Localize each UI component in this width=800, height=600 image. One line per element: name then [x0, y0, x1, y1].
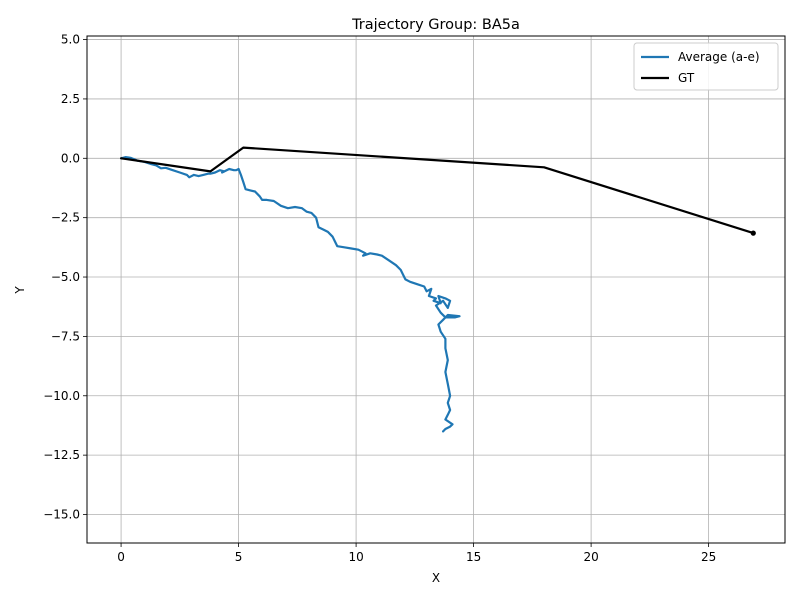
legend-label-average: Average (a-e) — [678, 50, 760, 64]
plot-frame — [86, 35, 786, 544]
y-tick-label: 5.0 — [61, 33, 80, 47]
legend-label-gt: GT — [678, 71, 695, 85]
x-axis-ticks: 0 5 10 15 20 25 — [117, 543, 716, 564]
y-tick-label: −5.0 — [51, 270, 80, 284]
x-tick-label: 25 — [701, 550, 716, 564]
x-tick-label: 20 — [583, 550, 598, 564]
y-axis-title: Y — [13, 286, 27, 295]
y-tick-label: −15.0 — [43, 508, 80, 522]
y-tick-label: −2.5 — [51, 211, 80, 225]
x-axis-title: X — [432, 571, 440, 585]
y-tick-label: −12.5 — [43, 448, 80, 462]
y-tick-label: 2.5 — [61, 92, 80, 106]
y-tick-label: −7.5 — [51, 329, 80, 343]
x-tick-label: 10 — [348, 550, 363, 564]
gt-end-marker — [750, 230, 756, 236]
chart-title: Trajectory Group: BA5a — [351, 17, 520, 33]
y-tick-label: 0.0 — [61, 151, 80, 165]
x-tick-label: 15 — [466, 550, 481, 564]
x-tick-label: 5 — [235, 550, 243, 564]
legend-box — [633, 42, 779, 91]
y-axis-ticks: 5.0 2.5 0.0 −2.5 −5.0 −7.5 −10.0 −12.5 −15.0 — [43, 33, 87, 522]
grid — [87, 36, 785, 543]
legend: Average (a-e) GT — [633, 42, 779, 91]
series-line-average — [119, 156, 461, 433]
series-layer — [119, 146, 756, 433]
y-tick-label: −10.0 — [43, 389, 80, 403]
x-tick-label: 0 — [117, 550, 125, 564]
series-line-gt — [119, 146, 755, 235]
